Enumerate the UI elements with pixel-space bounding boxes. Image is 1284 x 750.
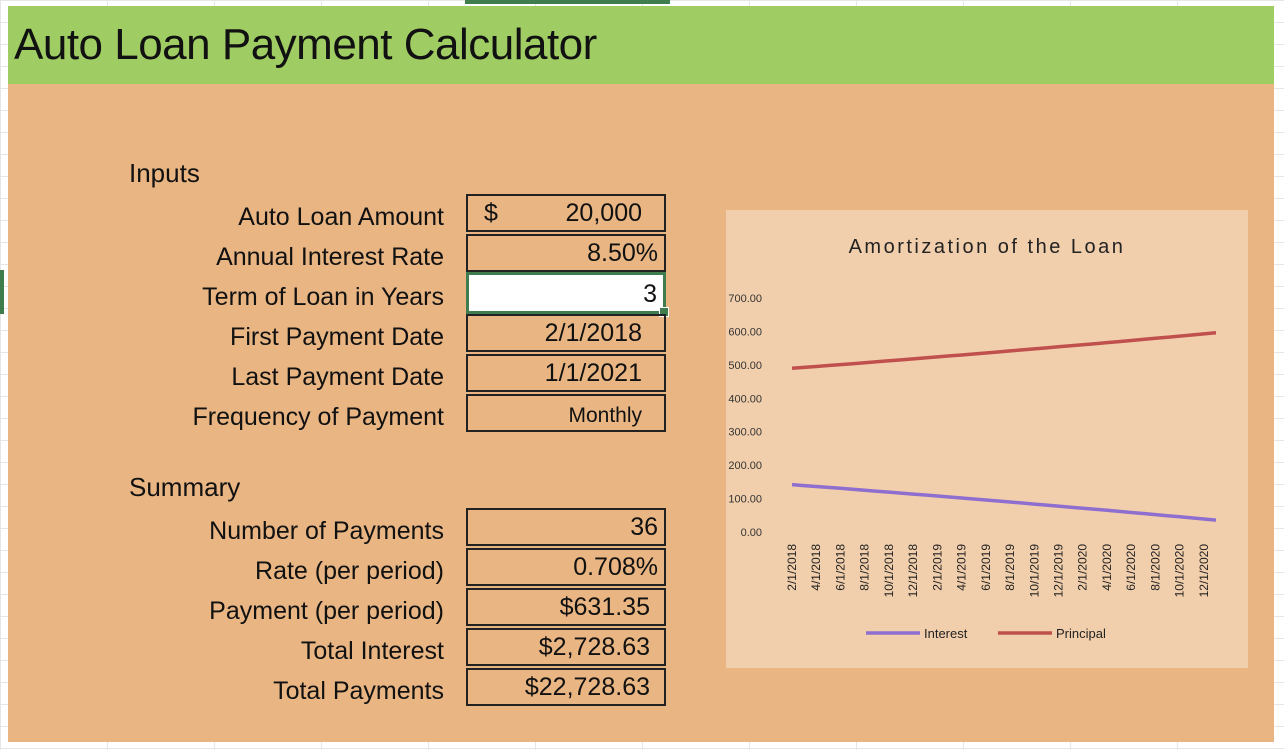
loan-term-cell[interactable]: 3 <box>466 272 669 317</box>
series-line-principal[interactable] <box>791 331 1217 371</box>
interest-rate-value: 8.50% <box>587 239 658 267</box>
loan-term-label[interactable]: Term of Loan in Years <box>202 283 444 311</box>
legend-label-interest: Interest <box>924 626 968 641</box>
total-interest-cell[interactable]: $2,728.63 <box>466 628 666 666</box>
payment-per-period-value: $631.35 <box>559 593 650 621</box>
page-title[interactable]: Auto Loan Payment Calculator <box>14 20 597 69</box>
loan-amount-value: 20,000 <box>565 199 642 227</box>
x-tick-label: 2/1/2018 <box>785 544 799 591</box>
inputs-heading[interactable]: Inputs <box>129 158 200 188</box>
x-tick-label: 8/1/2019 <box>1003 544 1017 591</box>
rate-per-period-value: 0.708% <box>573 553 658 581</box>
x-tick-label: 2/1/2020 <box>1076 544 1090 591</box>
calculator-sheet: Auto Loan Payment Calculator Inputs Auto… <box>8 6 1274 742</box>
series-line-interest[interactable] <box>791 482 1217 522</box>
x-tick-label: 12/1/2019 <box>1052 544 1066 598</box>
x-tick-label: 10/1/2018 <box>882 544 896 598</box>
num-payments-label[interactable]: Number of Payments <box>209 517 444 545</box>
chart-title: Amortization of the Loan <box>848 236 1126 258</box>
frequency-cell[interactable]: Monthly <box>466 394 666 432</box>
x-tick-label: 8/1/2018 <box>858 544 872 591</box>
x-tick-label: 8/1/2020 <box>1148 544 1162 591</box>
y-tick-label: 0.00 <box>741 527 762 539</box>
total-interest-label[interactable]: Total Interest <box>300 637 444 665</box>
chart-plot: 0.00 100.00 200.00 300.00 400.00 500.00 600.00… <box>728 293 1217 641</box>
y-tick-label: 400.00 <box>728 393 762 405</box>
x-tick-label: 10/1/2020 <box>1173 544 1187 598</box>
currency-symbol: $ <box>484 199 498 227</box>
first-payment-value: 2/1/2018 <box>544 319 642 347</box>
title-bar: Auto Loan Payment Calculator <box>8 6 1274 84</box>
total-interest-value: $2,728.63 <box>538 633 650 661</box>
y-tick-label: 100.00 <box>728 494 762 506</box>
y-tick-label: 700.00 <box>728 293 762 305</box>
summary-heading[interactable]: Summary <box>129 472 241 502</box>
loan-amount-label[interactable]: Auto Loan Amount <box>238 203 444 231</box>
last-payment-value: 1/1/2021 <box>544 359 642 387</box>
interest-rate-label[interactable]: Annual Interest Rate <box>216 243 444 271</box>
frequency-label[interactable]: Frequency of Payment <box>192 403 444 431</box>
legend-label-principal: Principal <box>1056 626 1106 641</box>
selected-column-indicator <box>465 0 670 4</box>
x-tick-label: 6/1/2018 <box>833 544 847 591</box>
rate-per-period-cell[interactable]: 0.708% <box>466 548 666 586</box>
last-payment-label[interactable]: Last Payment Date <box>231 363 444 391</box>
y-tick-label: 200.00 <box>728 460 762 472</box>
first-payment-cell[interactable]: 2/1/2018 <box>466 314 666 352</box>
interest-rate-cell[interactable]: 8.50% <box>466 234 666 272</box>
y-tick-label: 300.00 <box>728 427 762 439</box>
payment-per-period-cell[interactable]: $631.35 <box>466 588 666 626</box>
x-tick-label: 10/1/2019 <box>1027 544 1041 598</box>
first-payment-label[interactable]: First Payment Date <box>230 323 444 351</box>
frequency-value: Monthly <box>568 404 642 427</box>
x-tick-label: 4/1/2020 <box>1100 544 1114 591</box>
selected-row-indicator <box>0 270 4 314</box>
x-tick-label: 12/1/2020 <box>1197 544 1211 598</box>
x-tick-label: 4/1/2018 <box>809 544 823 591</box>
total-payments-cell[interactable]: $22,728.63 <box>466 668 666 706</box>
x-tick-label: 6/1/2020 <box>1124 544 1138 591</box>
amortization-chart[interactable]: Amortization of the Loan 0.00 100.00 200.0… <box>726 210 1248 668</box>
y-tick-label: 500.00 <box>728 360 762 372</box>
x-tick-label: 4/1/2019 <box>955 544 969 591</box>
total-payments-label[interactable]: Total Payments <box>273 677 444 705</box>
rate-per-period-label[interactable]: Rate (per period) <box>255 557 444 585</box>
total-payments-value: $22,728.63 <box>524 673 650 701</box>
num-payments-cell[interactable]: 36 <box>466 508 666 546</box>
loan-term-value: 3 <box>643 280 657 308</box>
x-tick-label: 12/1/2018 <box>906 544 920 598</box>
num-payments-value: 36 <box>630 513 658 541</box>
x-tick-label: 2/1/2019 <box>930 544 944 591</box>
loan-amount-cell[interactable]: $ 20,000 <box>466 194 666 232</box>
y-tick-label: 600.00 <box>728 326 762 338</box>
payment-per-period-label[interactable]: Payment (per period) <box>209 597 444 625</box>
x-tick-label: 6/1/2019 <box>979 544 993 591</box>
last-payment-cell[interactable]: 1/1/2021 <box>466 354 666 392</box>
